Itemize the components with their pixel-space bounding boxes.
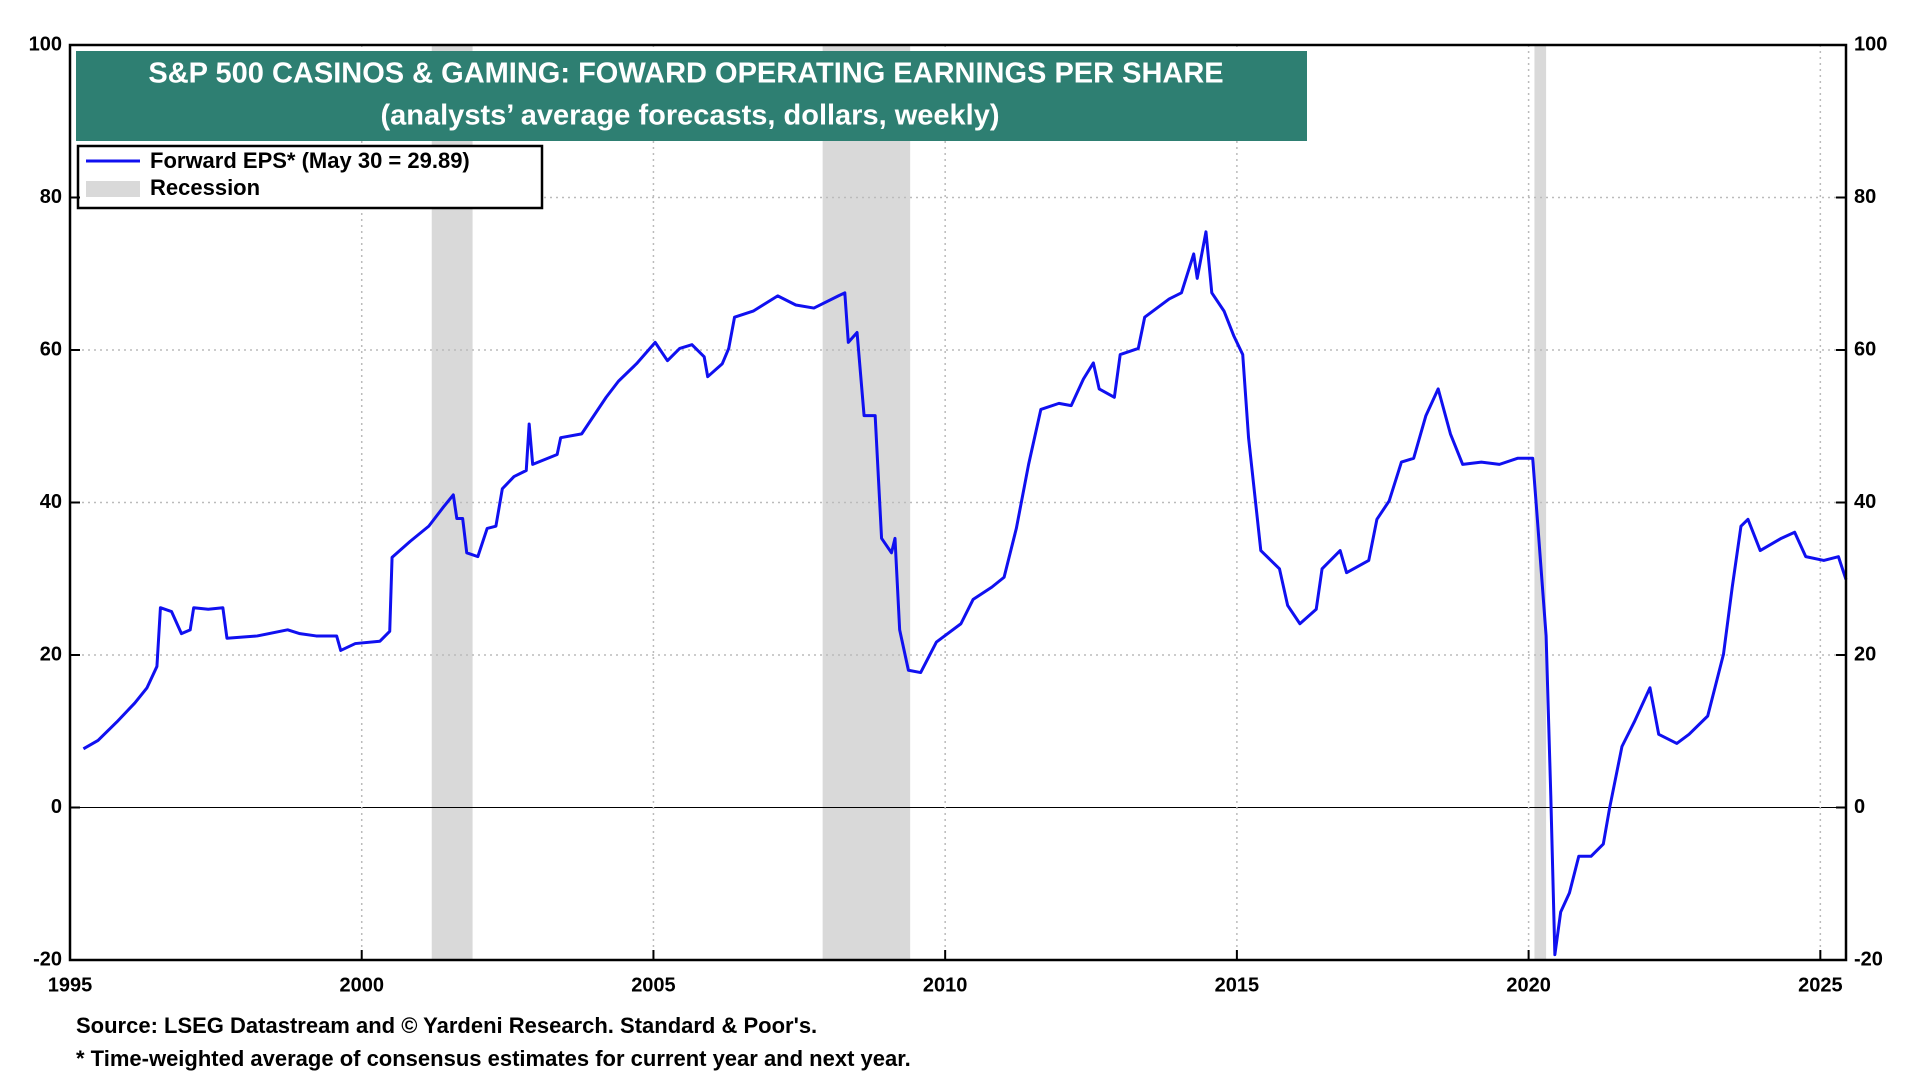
series-line: [82, 230, 1848, 957]
title-box: [76, 51, 1307, 141]
x-tick-label: 2010: [923, 974, 968, 996]
legend-label: Forward EPS* (May 30 = 29.89): [150, 148, 470, 173]
x-tick-label: 2015: [1215, 974, 1260, 996]
y2-tick-label: 40: [1854, 491, 1876, 513]
chart-subtitle: (analysts’ average forecasts, dollars, w…: [381, 100, 1000, 132]
legend-label: Recession: [150, 175, 260, 200]
y-tick-label: 20: [40, 643, 62, 665]
x-tick-label: 2025: [1798, 974, 1843, 996]
y-tick-label: 40: [40, 491, 62, 513]
y2-tick-label: 20: [1854, 643, 1876, 665]
y-tick-label: -20: [33, 948, 62, 970]
x-tick-label: 1995: [48, 974, 93, 996]
y2-tick-label: -20: [1854, 948, 1883, 970]
footnote: * Time-weighted average of consensus est…: [76, 1046, 911, 1071]
source-note: Source: LSEG Datastream and © Yardeni Re…: [76, 1013, 817, 1038]
legend-box: [76, 144, 544, 210]
y-tick-label: 0: [51, 796, 62, 818]
y-tick-label: 80: [40, 186, 62, 208]
legend-swatch: [86, 181, 140, 197]
y-tick-label: 100: [29, 33, 62, 55]
y-tick-label: 60: [40, 338, 62, 360]
y2-tick-label: 60: [1854, 338, 1876, 360]
y2-tick-label: 100: [1854, 33, 1887, 55]
y2-tick-label: 0: [1854, 796, 1865, 818]
recession-band: [822, 45, 911, 960]
x-tick-label: 2005: [631, 974, 676, 996]
x-tick-label: 2020: [1506, 974, 1551, 996]
x-tick-label: 2000: [339, 974, 384, 996]
chart-title: S&P 500 CASINOS & GAMING: FOWARD OPERATI…: [148, 58, 1223, 90]
y2-tick-label: 80: [1854, 186, 1876, 208]
